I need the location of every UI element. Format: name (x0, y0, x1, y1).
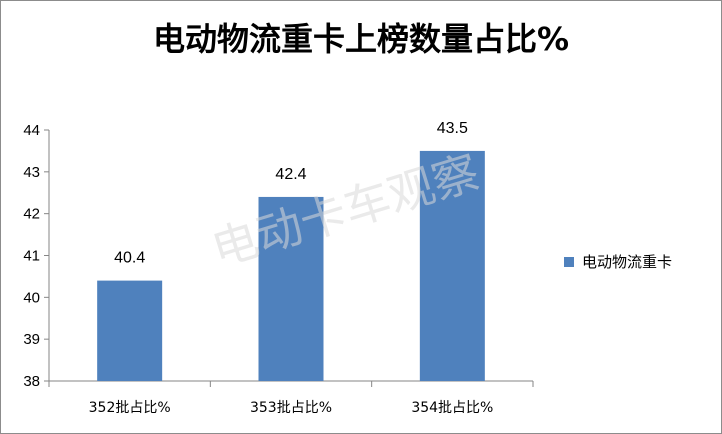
y-tick-label: 42 (23, 206, 40, 223)
bars (97, 150, 485, 381)
data-labels: 40.4 42.4 43.5 (114, 120, 468, 267)
legend: 电动物流重卡 (564, 253, 672, 271)
data-label: 40.4 (114, 250, 145, 267)
y-tick-label: 44 (23, 122, 40, 139)
data-label: 43.5 (437, 120, 468, 137)
legend-label: 电动物流重卡 (582, 253, 672, 271)
bar (419, 150, 485, 381)
x-tick-label: 354批占比% (411, 400, 493, 416)
y-tick-label: 38 (23, 373, 40, 390)
y-tick-label: 43 (23, 164, 40, 181)
legend-swatch (564, 257, 574, 267)
y-tick-label: 40 (23, 289, 40, 306)
bar (97, 280, 163, 381)
x-tick-label: 352批占比% (89, 400, 171, 416)
y-tick-label: 39 (23, 331, 40, 348)
data-label: 42.4 (275, 166, 306, 183)
y-tick-label: 41 (23, 248, 40, 265)
chart-title: 电动物流重卡上榜数量占比% (153, 20, 569, 58)
bar (258, 196, 324, 381)
x-tick-label: 353批占比% (250, 400, 332, 416)
